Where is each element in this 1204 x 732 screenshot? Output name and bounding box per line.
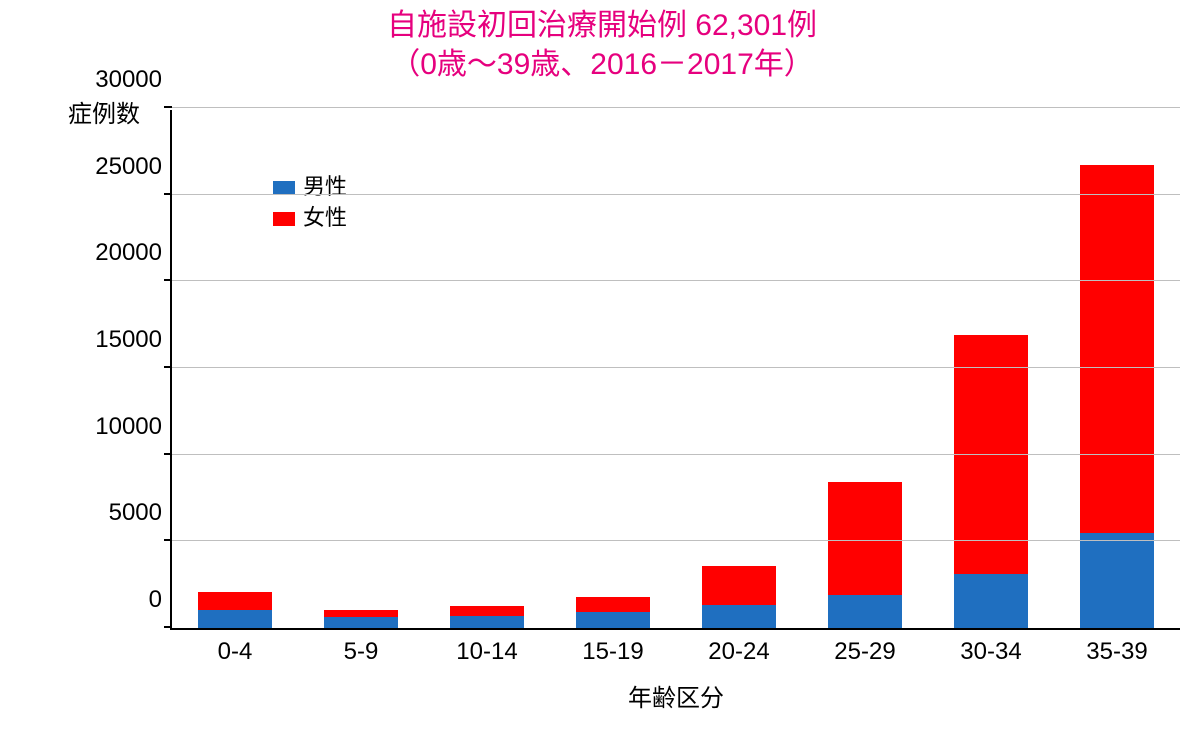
bar-segment-female <box>576 597 649 613</box>
chart-title: 自施設初回治療開始例 62,301例 （0歳～39歳、2016－2017年） <box>0 0 1204 84</box>
grid-line <box>172 107 1180 108</box>
y-tick-label: 10000 <box>95 413 172 441</box>
bar <box>576 597 649 628</box>
y-tick-label: 15000 <box>95 326 172 354</box>
y-tick-mark <box>164 106 172 108</box>
y-tick-mark <box>164 193 172 195</box>
bar-segment-male <box>702 605 775 628</box>
bar-slot: 35-39 <box>1054 110 1180 628</box>
bar-segment-female <box>702 566 775 606</box>
x-tick-label: 20-24 <box>708 628 769 666</box>
y-tick-mark <box>164 626 172 628</box>
bar <box>324 610 397 628</box>
bar-segment-female <box>1080 165 1153 532</box>
y-tick-mark <box>164 366 172 368</box>
plot-area: 男性女性 0-45-910-1415-1920-2425-2930-3435-3… <box>170 110 1180 630</box>
bar-segment-male <box>828 595 901 628</box>
bar-segment-female <box>828 482 901 595</box>
bar-slot: 0-4 <box>172 110 298 628</box>
chart-title-line2: （0歳～39歳、2016－2017年） <box>0 45 1204 84</box>
bar-slot: 20-24 <box>676 110 802 628</box>
y-tick-label: 5000 <box>109 499 172 527</box>
grid-line <box>172 367 1180 368</box>
bar-segment-female <box>954 335 1027 574</box>
bar-segment-female <box>450 606 523 616</box>
bar-slot: 10-14 <box>424 110 550 628</box>
y-tick-label: 0 <box>149 586 172 614</box>
y-tick-label: 20000 <box>95 239 172 267</box>
x-axis-label: 年齢区分 <box>628 678 724 713</box>
bar-slot: 25-29 <box>802 110 928 628</box>
bar-segment-male <box>1080 533 1153 628</box>
grid-line <box>172 540 1180 541</box>
bar-segment-male <box>954 574 1027 628</box>
grid-line <box>172 280 1180 281</box>
bar-segment-female <box>198 592 271 610</box>
y-tick-mark <box>164 279 172 281</box>
bar-segment-male <box>450 616 523 628</box>
chart-title-line1: 自施設初回治療開始例 62,301例 <box>0 6 1204 45</box>
bar-segment-male <box>576 612 649 628</box>
bar <box>702 566 775 628</box>
x-tick-label: 15-19 <box>582 628 643 666</box>
bar-slot: 5-9 <box>298 110 424 628</box>
x-tick-label: 35-39 <box>1086 628 1147 666</box>
y-axis-label: 症例数 <box>68 94 140 129</box>
bar <box>450 606 523 628</box>
bar-slot: 15-19 <box>550 110 676 628</box>
bar-segment-female <box>324 610 397 617</box>
y-tick-label: 30000 <box>95 66 172 94</box>
y-tick-label: 25000 <box>95 153 172 181</box>
bar-segment-male <box>324 617 397 628</box>
x-tick-label: 10-14 <box>456 628 517 666</box>
x-tick-label: 30-34 <box>960 628 1021 666</box>
bar <box>954 335 1027 628</box>
y-tick-mark <box>164 453 172 455</box>
bar <box>198 592 271 628</box>
x-tick-label: 0-4 <box>218 628 253 666</box>
bar <box>828 482 901 628</box>
bar-slot: 30-34 <box>928 110 1054 628</box>
bar <box>1080 165 1153 628</box>
chart-container: 自施設初回治療開始例 62,301例 （0歳～39歳、2016－2017年） 症… <box>0 0 1204 732</box>
x-tick-label: 25-29 <box>834 628 895 666</box>
y-tick-mark <box>164 539 172 541</box>
x-tick-label: 5-9 <box>344 628 379 666</box>
bar-segment-male <box>198 610 271 628</box>
grid-line <box>172 194 1180 195</box>
bars-layer: 0-45-910-1415-1920-2425-2930-3435-39 <box>172 110 1180 628</box>
grid-line <box>172 454 1180 455</box>
